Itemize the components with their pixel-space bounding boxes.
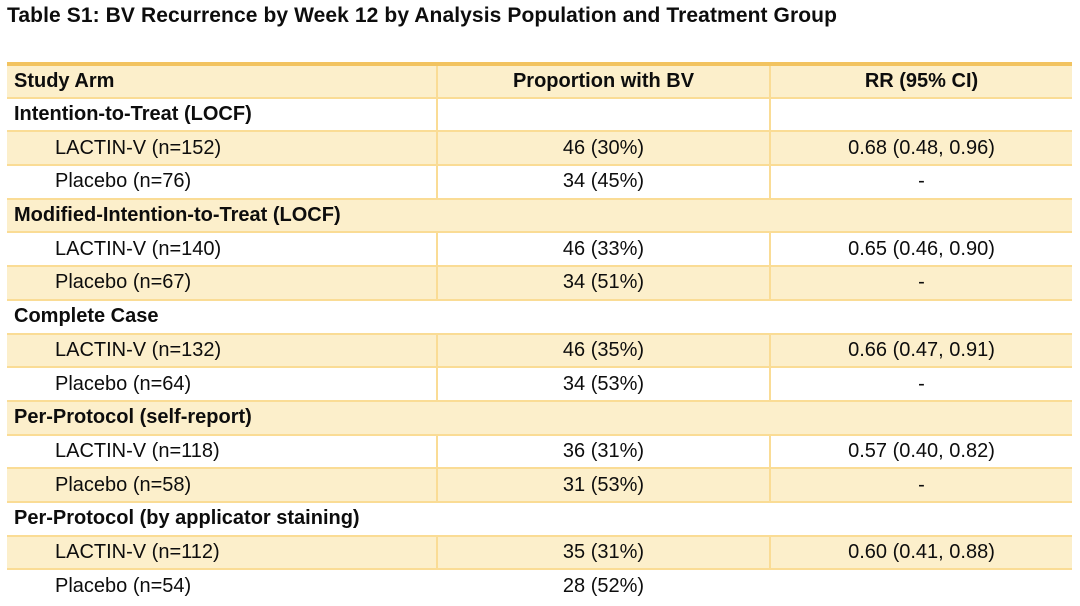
empty-cell [436, 97, 770, 132]
table-row: LACTIN-V (n=112) 35 (31%) 0.60 (0.41, 0.… [7, 535, 1072, 570]
proportion-cell: 46 (35%) [436, 333, 770, 368]
section-label: Modified-Intention-to-Treat (LOCF) [14, 204, 341, 227]
proportion-cell: 34 (45%) [436, 165, 770, 199]
rr-cell: 0.65 (0.46, 0.90) [769, 232, 1072, 267]
table-row: LACTIN-V (n=118) 36 (31%) 0.57 (0.40, 0.… [7, 434, 1072, 469]
table-header-row: Study Arm Proportion with BV RR (95% CI) [7, 64, 1072, 98]
section-label: Intention-to-Treat (LOCF) [14, 103, 252, 126]
table-caption: Table S1: BV Recurrence by Week 12 by An… [7, 4, 838, 27]
results-table: Study Arm Proportion with BV RR (95% CI)… [7, 62, 1072, 603]
proportion-cell: 34 (51%) [436, 266, 770, 300]
empty-cell [769, 97, 1072, 132]
section-row-per-protocol-self-report: Per-Protocol (self-report) [7, 400, 1072, 435]
table-row: Placebo (n=76) 34 (45%) - [7, 165, 1072, 199]
column-header-proportion-with-bv: Proportion with BV [436, 64, 770, 98]
proportion-cell: 31 (53%) [436, 468, 770, 502]
table-row: LACTIN-V (n=140) 46 (33%) 0.65 (0.46, 0.… [7, 232, 1072, 267]
section-label: Per-Protocol (by applicator staining) [14, 507, 360, 530]
section-row-mitt-locf: Modified-Intention-to-Treat (LOCF) [7, 198, 1072, 233]
table-row: Placebo (n=58) 31 (53%) - [7, 468, 1072, 502]
section-row-per-protocol-applicator: Per-Protocol (by applicator staining) [7, 501, 1072, 536]
proportion-cell: 34 (53%) [436, 367, 770, 401]
study-arm-cell: Placebo (n=58) [55, 473, 192, 496]
study-arm-cell: LACTIN-V (n=140) [55, 237, 222, 260]
study-arm-cell: LACTIN-V (n=132) [55, 338, 222, 361]
study-arm-cell: Placebo (n=67) [55, 271, 192, 294]
rr-cell: - [769, 165, 1072, 199]
column-header-study-arm: Study Arm [14, 69, 115, 92]
rr-cell: - [769, 266, 1072, 300]
study-arm-cell: LACTIN-V (n=152) [55, 136, 222, 159]
rr-cell: 0.68 (0.48, 0.96) [769, 131, 1072, 166]
study-arm-cell: LACTIN-V (n=118) [55, 439, 220, 462]
rr-cell: 0.60 (0.41, 0.88) [769, 535, 1072, 570]
table-row: LACTIN-V (n=152) 46 (30%) 0.68 (0.48, 0.… [7, 131, 1072, 166]
proportion-cell: 36 (31%) [436, 434, 770, 469]
rr-cell: - [769, 468, 1072, 502]
rr-cell [770, 569, 1072, 603]
table-row: Placebo (n=67) 34 (51%) - [7, 266, 1072, 300]
study-arm-cell: Placebo (n=76) [55, 170, 192, 193]
section-label: Per-Protocol (self-report) [14, 406, 252, 429]
table-row: Placebo (n=64) 34 (53%) - [7, 367, 1072, 401]
table-row: LACTIN-V (n=132) 46 (35%) 0.66 (0.47, 0.… [7, 333, 1072, 368]
proportion-cell: 46 (33%) [436, 232, 770, 267]
section-label: Complete Case [14, 305, 159, 328]
table-row: Placebo (n=54) 28 (52%) [7, 569, 1072, 603]
section-row-complete-case: Complete Case [7, 299, 1072, 334]
rr-cell: - [769, 367, 1072, 401]
study-arm-cell: Placebo (n=64) [55, 372, 192, 395]
column-header-rr-95ci: RR (95% CI) [769, 64, 1072, 98]
proportion-cell: 35 (31%) [436, 535, 770, 570]
rr-cell: 0.66 (0.47, 0.91) [769, 333, 1072, 368]
section-row-itt-locf: Intention-to-Treat (LOCF) [7, 97, 1072, 132]
study-arm-cell: Placebo (n=54) [55, 575, 192, 598]
study-arm-cell: LACTIN-V (n=112) [55, 540, 220, 563]
proportion-cell: 46 (30%) [436, 131, 770, 166]
rr-cell: 0.57 (0.40, 0.82) [769, 434, 1072, 469]
proportion-cell: 28 (52%) [562, 575, 645, 598]
